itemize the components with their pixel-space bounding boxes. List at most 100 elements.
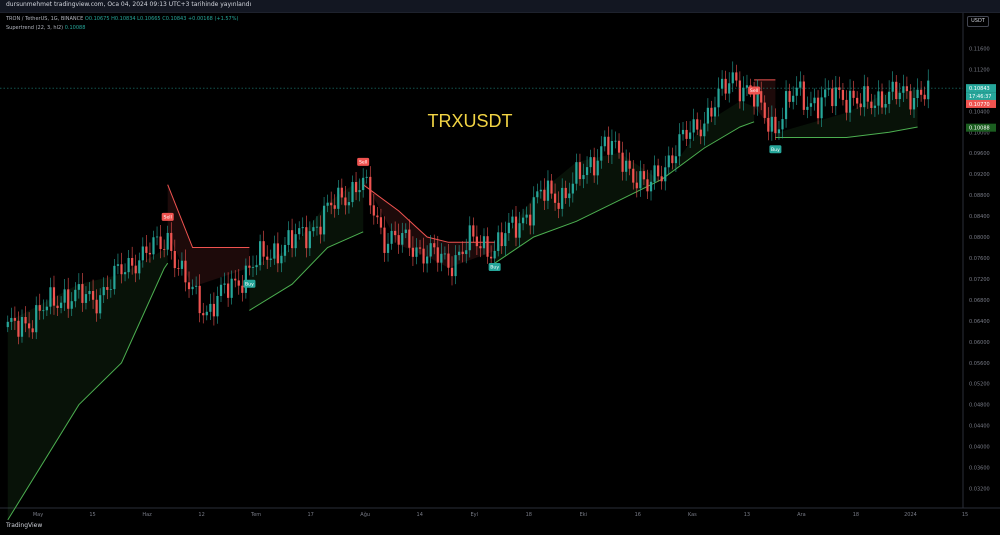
candle-body (582, 175, 585, 180)
candle (728, 72, 731, 103)
signal-text: Buy (771, 147, 780, 153)
candle-body (557, 202, 560, 209)
candle (568, 182, 571, 207)
candle (20, 309, 24, 343)
candle (290, 218, 294, 258)
candle (223, 272, 226, 294)
candle-body (223, 283, 226, 285)
candle-body (824, 89, 827, 98)
price-tick-label: 0.08000 (969, 235, 990, 241)
candle-body (244, 265, 247, 293)
candle-body (571, 183, 574, 194)
price-tick-label: 0.04800 (969, 403, 990, 409)
candle (713, 96, 717, 126)
candle-body (326, 202, 329, 206)
candle (422, 237, 425, 273)
candle (927, 69, 930, 109)
candle-body (653, 165, 656, 182)
candle-body (408, 229, 411, 248)
candle-body (99, 295, 102, 314)
candle (326, 194, 329, 213)
candle-body (802, 81, 805, 110)
candle (109, 279, 112, 298)
candle-body (841, 90, 845, 100)
supertrend-fill (7, 232, 168, 520)
price-tick-label: 0.06800 (969, 298, 990, 304)
candle-body (664, 167, 667, 182)
time-tick-label: 17 (307, 512, 313, 518)
candle-body (301, 227, 304, 229)
candle-body (397, 235, 400, 245)
candle-body (163, 249, 166, 250)
sell-signal: Sell (161, 212, 174, 221)
supertrend-segment (7, 262, 169, 521)
indicator-legend[interactable]: Supertrend (22, 3, hl2) 0.10088 (6, 25, 85, 31)
candle-body (479, 246, 482, 249)
supertrend-upper-tag: 0.10770 (966, 99, 996, 108)
candle (411, 236, 415, 267)
supertrend-segment (249, 231, 364, 311)
candle (390, 223, 393, 250)
candle (521, 208, 525, 231)
candle-body (70, 301, 73, 309)
candle-body (539, 189, 542, 192)
candle-body (351, 182, 354, 203)
price-tags: 0.10843 17:46:37 0.10770 0.10088 (966, 84, 996, 132)
time-tick-label: May (33, 512, 43, 518)
candle (354, 171, 358, 201)
candle (504, 221, 507, 256)
publish-header: dursunmehmet tradingview.com, Oca 04, 20… (0, 0, 1000, 13)
price-tag-text: 17:46:37 (969, 94, 991, 100)
candle (514, 205, 518, 247)
candle-body (35, 305, 38, 333)
candle (479, 235, 482, 258)
candle (248, 256, 251, 276)
signal-text: Buy (245, 281, 254, 287)
price-tag-text: 0.10770 (969, 102, 990, 108)
price-tick-label: 0.10000 (969, 130, 990, 136)
candle-body (585, 167, 589, 176)
candle-body (493, 250, 496, 259)
candle (308, 221, 311, 256)
candle-body (187, 282, 191, 290)
candle-body (344, 197, 347, 206)
candle-body (706, 107, 709, 124)
candle-body (141, 246, 144, 261)
buy-signal: Buy (769, 145, 782, 154)
candle-body (625, 160, 628, 172)
candle (362, 168, 365, 198)
candle (543, 178, 546, 210)
candle (525, 206, 528, 225)
candle (6, 315, 9, 333)
quote-currency-badge[interactable]: USDT (967, 16, 989, 27)
candle-body (234, 278, 237, 281)
time-tick-label: 15 (89, 512, 95, 518)
price-axis-labels[interactable]: 0.116000.112000.108000.104000.100000.096… (969, 46, 990, 492)
candle (379, 208, 383, 235)
candle (824, 78, 827, 107)
symbol-legend[interactable]: TRON / TetherUS, 1G, BINANCE O0.10675 H0… (6, 16, 238, 22)
candle (10, 307, 13, 331)
candle-body (404, 229, 407, 233)
candle (632, 160, 635, 190)
price-tick-label: 0.04000 (969, 445, 990, 451)
candle (706, 98, 709, 132)
candle-body (241, 285, 244, 293)
candle-body (518, 223, 521, 238)
candle (191, 279, 194, 296)
candle (738, 71, 741, 109)
candle-body (696, 119, 699, 130)
candle (742, 76, 745, 111)
price-tick-label: 0.03600 (969, 466, 990, 472)
candle (575, 153, 578, 191)
candle (507, 213, 510, 241)
price-tag-bg (966, 84, 996, 93)
candle-body (148, 252, 152, 255)
candle (450, 256, 454, 286)
time-axis-labels[interactable]: May 15 Haz 12 Tem 17 Ağu 14 Eyl 18 Eki 16 Kas 13 Ara 18… (33, 511, 968, 518)
price-tick-label: 0.05200 (969, 382, 990, 388)
candle (401, 222, 404, 253)
candle-body (376, 215, 379, 218)
candle (202, 302, 205, 324)
